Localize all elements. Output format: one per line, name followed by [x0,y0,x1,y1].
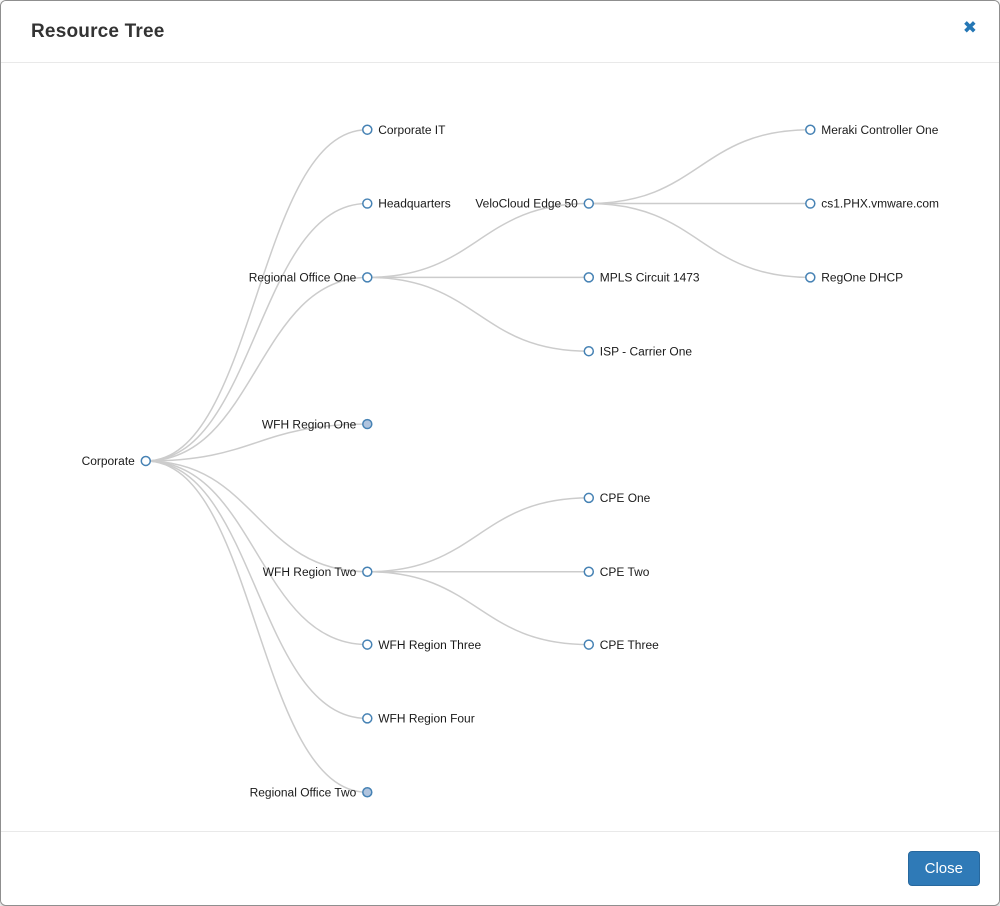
close-button[interactable]: Close [907,851,980,886]
tree-node-circle-mpls-circuit-1473[interactable] [583,272,595,283]
tree-node-circle-velocloud-edge-50[interactable] [583,198,595,209]
tree-node-circle-corporate[interactable] [140,455,152,467]
tree-node-circle-wfh-region-four[interactable] [362,713,373,724]
modal-footer: Close [1,831,999,905]
modal-header: Resource Tree ✖ [1,1,999,63]
tree-node-circle-corporate-it[interactable] [362,124,373,135]
tree-node-circle-regone-dhcp[interactable] [805,272,816,283]
tree-node-circle-regional-office-one[interactable] [362,272,373,283]
tree-node-circle-cs1-phx-vmware-com[interactable] [805,198,816,209]
tree-node-circle-cpe-one[interactable] [583,492,595,504]
modal-title: Resource Tree [31,20,165,42]
tree-node-circle-regional-office-two[interactable] [362,787,373,798]
tree-node-circle-wfh-region-one[interactable] [362,418,373,430]
tree-node-circle-meraki-controller-one[interactable] [805,124,816,135]
tree-node-circle-headquarters[interactable] [362,198,373,209]
tree-node-circle-cpe-two[interactable] [583,566,595,577]
tree-node-circle-isp-carrier-one[interactable] [583,345,595,357]
tree-canvas [1,63,999,831]
tree-node-circle-wfh-region-two[interactable] [362,566,373,577]
close-icon[interactable]: ✖ [959,15,981,40]
tree-node-circle-cpe-three[interactable] [583,639,595,650]
tree-node-circle-wfh-region-three[interactable] [362,639,373,650]
